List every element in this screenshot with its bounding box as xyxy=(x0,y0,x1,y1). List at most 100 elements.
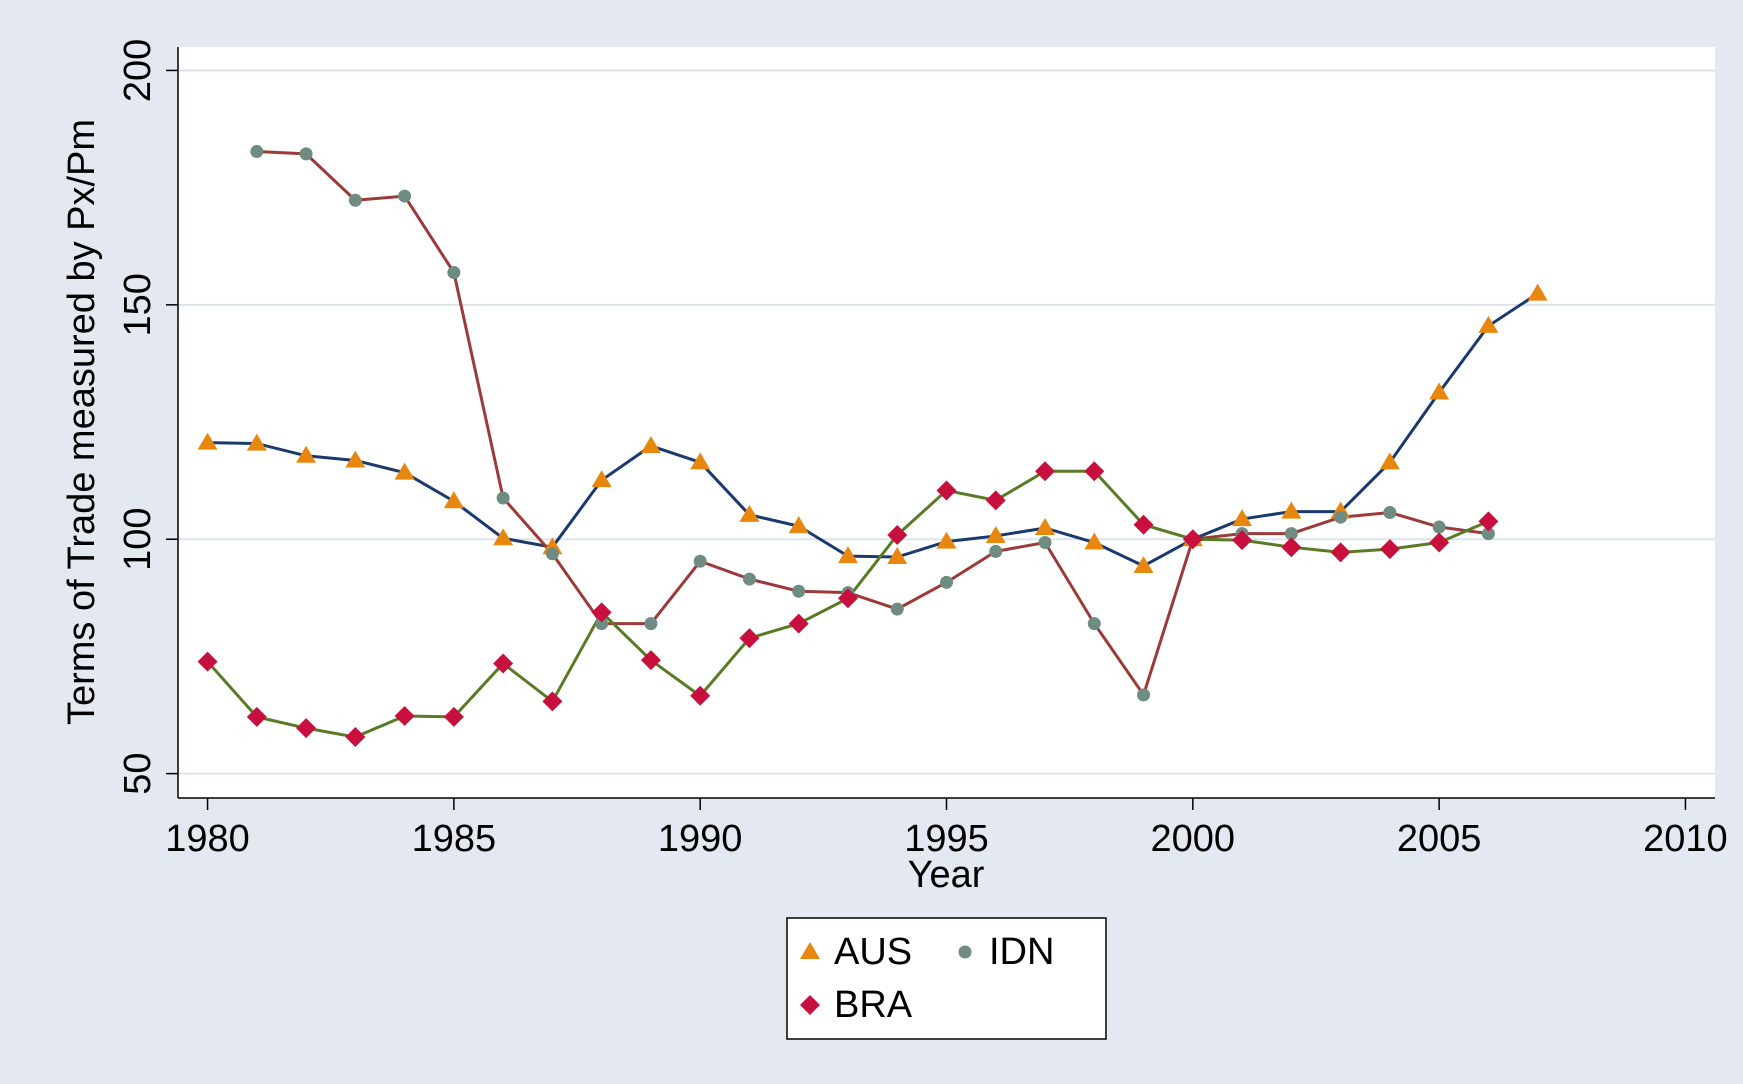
y-tick-label: 50 xyxy=(117,752,159,794)
marker-diamond xyxy=(1379,539,1400,560)
marker-circle xyxy=(496,491,510,505)
x-tick-label: 1980 xyxy=(165,818,250,860)
x-tick-label: 1985 xyxy=(412,818,497,860)
marker-circle xyxy=(1137,688,1151,702)
marker-triangle xyxy=(197,432,218,450)
x-tick-label: 2000 xyxy=(1151,818,1236,860)
marker-triangle xyxy=(739,504,760,522)
marker-triangle xyxy=(1232,509,1253,527)
marker-triangle xyxy=(394,462,415,480)
marker-circle xyxy=(398,189,412,203)
y-tick-label: 150 xyxy=(117,273,159,336)
marker-triangle xyxy=(1084,532,1105,550)
marker-diamond xyxy=(1429,532,1450,553)
marker-diamond xyxy=(394,705,415,726)
marker-circle xyxy=(1383,506,1397,520)
marker-circle xyxy=(958,945,972,959)
marker-diamond xyxy=(887,525,908,546)
marker-triangle xyxy=(591,470,612,488)
marker-diamond xyxy=(690,685,711,706)
marker-diamond xyxy=(246,706,267,727)
marker-diamond xyxy=(542,691,563,712)
marker-triangle xyxy=(1379,452,1400,470)
marker-triangle xyxy=(1478,315,1499,333)
marker-triangle xyxy=(493,528,514,546)
legend-label: AUS xyxy=(834,931,912,973)
marker-circle xyxy=(940,575,953,589)
x-tick-label: 2010 xyxy=(1643,818,1728,860)
marker-circle xyxy=(348,193,362,207)
marker-diamond xyxy=(1478,511,1499,532)
marker-circle xyxy=(1087,617,1101,631)
marker-circle xyxy=(1334,510,1348,524)
marker-diamond xyxy=(296,718,317,739)
marker-diamond xyxy=(1035,461,1056,482)
marker-diamond xyxy=(837,588,858,609)
marker-triangle xyxy=(690,452,711,470)
marker-circle xyxy=(792,584,806,598)
marker-triangle xyxy=(1527,283,1548,301)
marker-circle xyxy=(742,572,756,586)
y-tick-label: 100 xyxy=(117,508,159,571)
marker-triangle xyxy=(640,435,661,453)
marker-diamond xyxy=(985,490,1006,511)
marker-triangle xyxy=(1035,517,1056,535)
marker-triangle xyxy=(296,445,317,463)
marker-circle xyxy=(693,554,707,568)
marker-diamond xyxy=(788,613,809,634)
marker-diamond xyxy=(739,628,760,649)
marker-triangle xyxy=(1281,501,1302,519)
marker-diamond xyxy=(640,650,661,671)
marker-circle xyxy=(890,602,904,616)
marker-triangle xyxy=(936,531,957,549)
marker-circle xyxy=(1481,527,1495,541)
marker-triangle xyxy=(443,491,464,509)
marker-triangle xyxy=(887,547,908,565)
x-tick-label: 1995 xyxy=(904,818,989,860)
marker-diamond xyxy=(1133,514,1154,535)
marker-circle xyxy=(1432,520,1446,534)
y-tick-label: 200 xyxy=(117,39,159,102)
marker-circle xyxy=(545,547,559,561)
x-tick-label: 1990 xyxy=(658,818,743,860)
marker-triangle xyxy=(345,450,366,468)
legend xyxy=(786,917,1107,1040)
marker-triangle xyxy=(788,516,809,534)
marker-diamond xyxy=(197,651,218,672)
marker-diamond xyxy=(800,995,820,1015)
marker-triangle xyxy=(800,942,820,959)
marker-triangle xyxy=(246,433,267,451)
series-line xyxy=(256,150,1489,699)
marker-circle xyxy=(989,544,1003,558)
marker-diamond xyxy=(1232,530,1253,551)
marker-circle xyxy=(250,145,264,159)
marker-circle xyxy=(1284,527,1298,541)
marker-diamond xyxy=(1182,529,1203,550)
marker-diamond xyxy=(443,706,464,727)
marker-circle xyxy=(447,265,461,279)
marker-diamond xyxy=(591,602,612,623)
marker-triangle xyxy=(1429,382,1450,400)
marker-triangle xyxy=(985,525,1006,543)
series-line xyxy=(207,292,1539,568)
marker-triangle xyxy=(837,546,858,564)
plot-area xyxy=(178,47,1715,798)
marker-circle xyxy=(1038,536,1052,550)
marker-circle xyxy=(595,617,609,631)
marker-diamond xyxy=(1281,537,1302,558)
marker-triangle xyxy=(1133,555,1154,573)
marker-circle xyxy=(644,617,658,631)
legend-label: BRA xyxy=(834,984,913,1026)
legend-label: IDN xyxy=(989,931,1054,973)
marker-diamond xyxy=(1330,542,1351,563)
marker-diamond xyxy=(493,653,514,674)
marker-diamond xyxy=(345,727,366,748)
x-axis-title: Year xyxy=(908,854,985,896)
marker-circle xyxy=(299,147,313,161)
y-axis-title: Terms of Trade measured by Px/Pm xyxy=(61,119,103,725)
x-tick-label: 2005 xyxy=(1397,818,1482,860)
marker-diamond xyxy=(1084,461,1105,482)
marker-diamond xyxy=(936,480,957,501)
